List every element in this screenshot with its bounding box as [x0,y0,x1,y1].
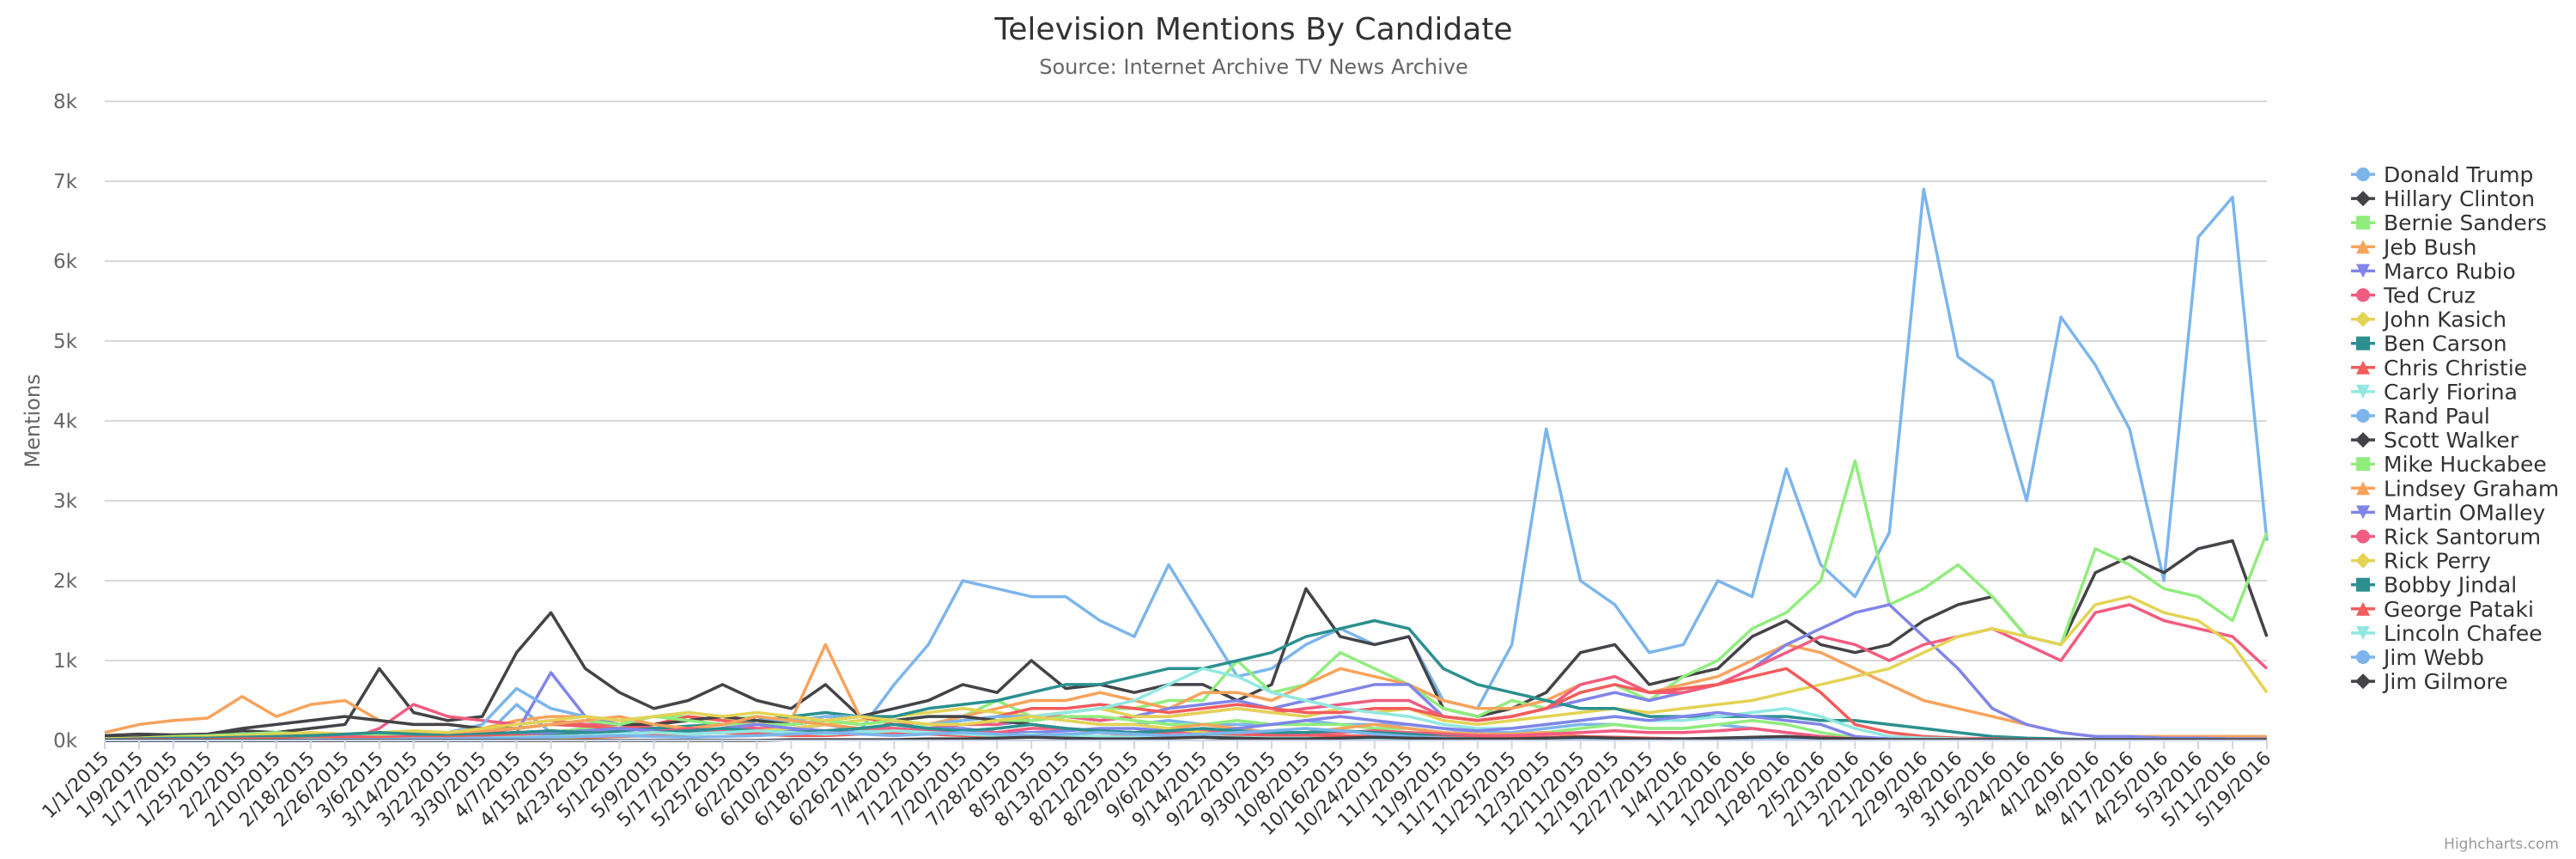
legend-label: Jim Webb [2382,645,2484,670]
legend-label: John Kasich [2382,308,2506,332]
legend-marker-icon [2356,288,2370,302]
legend-marker-icon [2355,432,2371,448]
legend-marker-icon [2356,240,2370,254]
legend-marker-icon [2356,264,2370,278]
series-line[interactable] [105,667,2267,742]
legend-label: Rick Perry [2384,549,2491,574]
legend-marker-icon [2356,625,2370,640]
legend-marker-icon [2356,384,2370,399]
credits-link[interactable]: Highcharts.com [2444,836,2559,853]
legend-item[interactable]: Ben Carson [2351,332,2507,356]
legend-item[interactable]: Chris Christie [2351,356,2527,381]
legend-marker-icon [2355,311,2371,327]
legend-marker-icon [2356,457,2370,472]
legend-item[interactable]: Rick Perry [2351,549,2491,574]
legend-label: Bobby Jindal [2384,573,2517,598]
legend-label: Scott Walker [2384,428,2519,453]
chart-title: Television Mentions By Candidate [993,12,1512,47]
legend-label: Carly Fiorina [2384,380,2518,405]
legend-marker-icon [2356,601,2370,616]
legend-item[interactable]: Scott Walker [2351,428,2519,453]
legend-marker-icon [2356,360,2370,375]
legend-marker-icon [2356,529,2370,544]
legend-label: Jim Gilmore [2382,669,2508,694]
legend-item[interactable]: Donald Trump [2351,162,2533,187]
legend-item[interactable]: Rick Santorum [2351,525,2541,550]
legend-label: Ben Carson [2384,332,2507,356]
legend-item[interactable]: Lindsey Graham [2351,476,2559,501]
y-tick-label: 1k [53,650,78,673]
y-tick-label: 3k [53,490,78,513]
legend-item[interactable]: Jim Gilmore [2351,669,2508,694]
legend-item[interactable]: Lincoln Chafee [2351,621,2543,646]
legend-label: Lincoln Chafee [2384,621,2543,646]
y-tick-label: 0k [53,730,78,752]
legend-label: Hillary Clinton [2384,186,2535,211]
legend-item[interactable]: Bobby Jindal [2351,573,2517,598]
legend-marker-icon [2355,191,2371,207]
y-tick-label: 2k [53,570,78,593]
y-tick-label: 7k [53,171,78,193]
legend-label: Donald Trump [2384,162,2533,187]
legend-label: Ted Cruz [2383,283,2476,308]
legend-label: Lindsey Graham [2384,476,2559,501]
legend-label: Bernie Sanders [2384,210,2547,235]
legend-label: Rick Santorum [2384,525,2541,550]
legend-marker-icon [2356,216,2370,230]
y-axis-label: Mentions [21,374,45,467]
legend-item[interactable]: Jim Webb [2351,645,2484,670]
legend-marker-icon [2355,673,2371,690]
legend-marker-icon [2355,552,2371,569]
chart-subtitle: Source: Internet Archive TV News Archive [1039,55,1468,79]
y-tick-label: 4k [53,411,78,433]
legend-item[interactable]: Mike Huckabee [2351,452,2547,477]
legend-item[interactable]: George Pataki [2351,597,2534,622]
legend-label: Chris Christie [2384,356,2527,381]
legend-marker-icon [2356,168,2370,181]
legend-label: Mike Huckabee [2384,452,2547,477]
legend-label: Marco Rubio [2384,259,2516,283]
legend-marker-icon [2356,650,2370,664]
legend-item[interactable]: Martin OMalley [2351,500,2546,525]
legend-marker-icon [2356,336,2370,350]
legend-item[interactable]: Rand Paul [2351,404,2490,429]
legend-marker-icon [2356,505,2370,520]
legend-item[interactable]: John Kasich [2351,308,2506,332]
legend-label: Jeb Bush [2382,235,2476,259]
legend-item[interactable]: Ted Cruz [2351,283,2476,308]
legend-label: Martin OMalley [2384,500,2546,525]
legend-item[interactable]: Bernie Sanders [2351,210,2547,235]
y-tick-label: 8k [53,91,78,113]
y-tick-label: 6k [53,251,78,273]
legend-marker-icon [2356,577,2370,592]
y-tick-label: 5k [53,331,78,353]
legend-item[interactable]: Hillary Clinton [2351,186,2535,211]
legend-label: George Pataki [2384,597,2534,622]
legend-item[interactable]: Carly Fiorina [2351,380,2518,405]
legend-marker-icon [2356,481,2370,496]
legend-label: Rand Paul [2384,404,2490,429]
legend-item[interactable]: Marco Rubio [2351,259,2516,283]
legend-marker-icon [2356,409,2370,423]
legend-item[interactable]: Jeb Bush [2351,235,2476,259]
